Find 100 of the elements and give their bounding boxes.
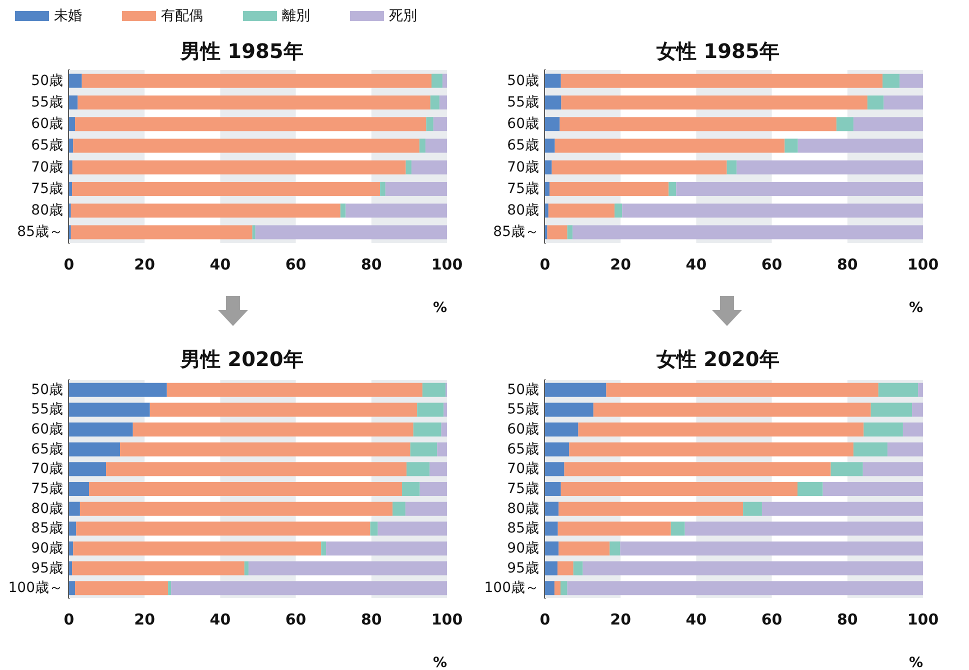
x-tick-label: 20 xyxy=(610,256,632,274)
y-tick-label: 65歳 xyxy=(31,138,63,154)
y-tick-label: 55歳 xyxy=(507,94,539,110)
bar xyxy=(444,402,447,417)
bar xyxy=(853,117,923,132)
chart-title: 男性 1985年 xyxy=(180,39,304,63)
bar xyxy=(402,482,420,496)
bar xyxy=(419,138,426,153)
bar xyxy=(76,522,370,536)
bar xyxy=(610,541,620,556)
bar xyxy=(406,462,430,476)
bar xyxy=(70,225,252,240)
x-tick-label: 80 xyxy=(360,256,382,274)
bar xyxy=(902,422,923,437)
y-tick-label: 60歳 xyxy=(31,116,63,132)
bar xyxy=(545,422,578,437)
bar xyxy=(569,442,854,456)
bar xyxy=(545,204,548,218)
bar xyxy=(784,138,798,153)
x-tick-label: 0 xyxy=(540,610,550,628)
y-tick-label: 55歳 xyxy=(507,402,539,418)
bar xyxy=(676,182,923,196)
bar xyxy=(545,95,562,110)
bar xyxy=(593,402,871,417)
y-tick-label: 50歳 xyxy=(507,72,539,89)
bar xyxy=(69,95,78,110)
y-tick-label: 55歳 xyxy=(31,402,63,418)
bar xyxy=(132,422,414,437)
bar xyxy=(244,561,249,576)
bar xyxy=(248,561,447,576)
bar xyxy=(726,160,737,174)
y-tick-label: 60歳 xyxy=(507,422,539,438)
bar xyxy=(321,541,326,556)
y-tick-label: 80歳 xyxy=(507,202,539,219)
bar xyxy=(548,204,615,218)
bar xyxy=(557,561,574,576)
x-tick-label: 60 xyxy=(285,256,306,274)
bar xyxy=(69,138,74,153)
bar xyxy=(622,204,923,218)
bar xyxy=(442,74,447,88)
bar xyxy=(406,160,412,174)
bar xyxy=(411,160,447,174)
bar xyxy=(545,561,558,576)
bar xyxy=(69,422,133,437)
bar xyxy=(552,160,727,174)
bar xyxy=(106,462,407,476)
bar xyxy=(346,204,447,218)
legend-label: 離別 xyxy=(282,8,310,24)
bar xyxy=(836,117,854,132)
bar xyxy=(561,95,868,110)
y-tick-label: 75歳 xyxy=(507,481,539,497)
y-tick-label: 85歳 xyxy=(31,520,63,537)
bar xyxy=(614,204,622,218)
y-tick-label: 50歳 xyxy=(31,72,63,89)
bar xyxy=(69,462,106,476)
bar xyxy=(168,581,172,596)
bar xyxy=(370,522,378,536)
bar xyxy=(554,138,785,153)
bar xyxy=(887,442,923,456)
bar xyxy=(425,138,447,153)
bar xyxy=(853,442,888,456)
y-tick-label: 60歳 xyxy=(507,116,539,132)
bar xyxy=(72,561,244,576)
y-tick-label: 55歳 xyxy=(31,94,63,110)
bar xyxy=(413,422,442,437)
bar xyxy=(69,74,82,88)
bar xyxy=(69,561,72,576)
legend-label: 未婚 xyxy=(54,8,82,24)
bar xyxy=(120,442,410,456)
bar xyxy=(73,138,420,153)
bar xyxy=(545,522,558,536)
chart-title: 男性 2020年 xyxy=(180,347,304,371)
bar xyxy=(545,442,570,456)
y-tick-label: 75歳 xyxy=(31,481,63,497)
y-tick-label: 50歳 xyxy=(507,382,539,398)
bar xyxy=(72,160,406,174)
bar xyxy=(439,95,447,110)
bar xyxy=(69,402,150,417)
x-tick-label: 40 xyxy=(210,610,231,628)
bar xyxy=(558,502,744,516)
y-tick-label: 65歳 xyxy=(31,441,63,458)
bar xyxy=(918,382,923,397)
x-tick-label: 20 xyxy=(134,610,156,628)
bar xyxy=(545,541,559,556)
x-tick-label: 0 xyxy=(64,610,74,628)
bar xyxy=(392,502,406,516)
bar xyxy=(82,74,432,88)
y-tick-label: 65歳 xyxy=(507,441,539,458)
bar xyxy=(69,502,80,516)
x-tick-label: 0 xyxy=(540,256,550,274)
bar xyxy=(560,74,883,88)
bar xyxy=(75,117,426,132)
bar xyxy=(567,225,573,240)
bar xyxy=(560,482,798,496)
bar xyxy=(736,160,923,174)
bar xyxy=(545,74,561,88)
bar xyxy=(75,581,168,596)
bar xyxy=(545,502,559,516)
bar xyxy=(545,482,561,496)
y-tick-label: 85歳 xyxy=(507,520,539,537)
